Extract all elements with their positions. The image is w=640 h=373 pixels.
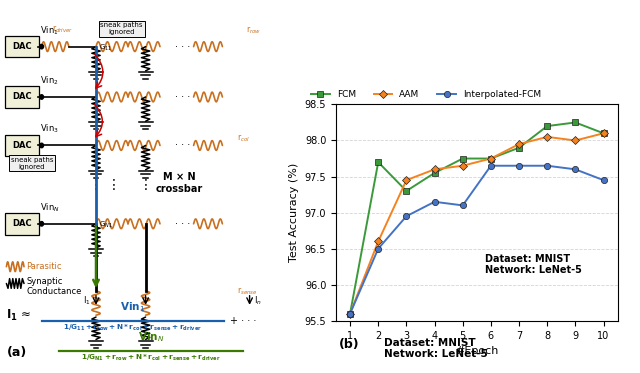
FCM: [543, 124, 551, 128]
Interpolated-FCM: [346, 311, 354, 316]
Interpolated-FCM: [374, 247, 382, 251]
Interpolated-FCM: [572, 167, 579, 172]
Interpolated-FCM: [459, 203, 467, 208]
FancyBboxPatch shape: [5, 135, 40, 156]
Text: Vin$_1$: Vin$_1$: [40, 24, 59, 37]
Text: $\mathbf{1/G_{11}+r_{row}+N*r_{col}+r_{sense}+r_{driver}}$: $\mathbf{1/G_{11}+r_{row}+N*r_{col}+r_{s…: [63, 323, 202, 333]
FCM: [572, 120, 579, 125]
Text: ⋮: ⋮: [89, 178, 103, 192]
Line: Interpolated-FCM: Interpolated-FCM: [347, 163, 607, 317]
Text: DAC: DAC: [13, 42, 32, 51]
FancyBboxPatch shape: [5, 86, 40, 108]
Circle shape: [40, 95, 44, 99]
FancyBboxPatch shape: [5, 213, 40, 235]
AAM: [543, 135, 551, 139]
Interpolated-FCM: [403, 214, 410, 219]
Text: G$_{N1}$: G$_{N1}$: [99, 220, 113, 230]
AAM: [374, 239, 382, 244]
Text: Vin$_N$: Vin$_N$: [40, 201, 60, 214]
AAM: [459, 163, 467, 168]
Text: r$_{row}$: r$_{row}$: [246, 25, 262, 36]
X-axis label: #Epoch: #Epoch: [455, 346, 499, 356]
Text: Vin$_1$: Vin$_1$: [120, 300, 145, 314]
Text: · · ·: · · ·: [175, 219, 190, 229]
FCM: [515, 145, 523, 150]
Text: Vin$_2$: Vin$_2$: [40, 74, 59, 87]
Circle shape: [40, 143, 44, 148]
Interpolated-FCM: [515, 163, 523, 168]
AAM: [600, 131, 607, 135]
Text: (a): (a): [6, 346, 27, 359]
FCM: [600, 131, 607, 135]
Interpolated-FCM: [431, 200, 438, 204]
AAM: [572, 138, 579, 143]
FCM: [374, 160, 382, 164]
Text: DAC: DAC: [13, 141, 32, 150]
Circle shape: [40, 44, 44, 49]
AAM: [346, 311, 354, 316]
Text: DAC: DAC: [13, 93, 32, 101]
Text: $\mathbf{I_1}$ ≈: $\mathbf{I_1}$ ≈: [6, 308, 31, 323]
Text: Vin$_3$: Vin$_3$: [40, 123, 59, 135]
Line: FCM: FCM: [347, 119, 607, 317]
Text: r$_{driver}$: r$_{driver}$: [52, 24, 73, 35]
Circle shape: [40, 222, 44, 226]
Interpolated-FCM: [600, 178, 607, 182]
Text: · · ·: · · ·: [175, 92, 190, 102]
Text: DAC: DAC: [13, 219, 32, 228]
FancyBboxPatch shape: [5, 36, 40, 57]
FCM: [487, 156, 495, 161]
AAM: [487, 156, 495, 161]
Text: Dataset: MNIST
Network: LeNet-5: Dataset: MNIST Network: LeNet-5: [384, 338, 488, 359]
Line: AAM: AAM: [347, 130, 607, 317]
Text: ⋮: ⋮: [107, 178, 120, 192]
Text: + · · ·: + · · ·: [230, 316, 257, 326]
Text: Synaptic
Conductance: Synaptic Conductance: [26, 277, 82, 296]
Text: Dataset: MNIST
Network: LeNet-5: Dataset: MNIST Network: LeNet-5: [485, 254, 582, 275]
Text: ⋮: ⋮: [139, 178, 152, 192]
Text: sneak paths
ignored: sneak paths ignored: [100, 22, 143, 35]
Text: Vin$_N$: Vin$_N$: [138, 330, 164, 344]
Interpolated-FCM: [487, 163, 495, 168]
FCM: [431, 171, 438, 175]
Text: M × N
crossbar: M × N crossbar: [156, 172, 203, 194]
AAM: [515, 142, 523, 146]
Text: sneak paths
ignored: sneak paths ignored: [11, 157, 53, 170]
Legend: FCM, AAM, Interpolated-FCM: FCM, AAM, Interpolated-FCM: [308, 86, 545, 102]
Text: r$_{sense}$: r$_{sense}$: [237, 285, 257, 297]
Text: I$_1$: I$_1$: [83, 294, 90, 307]
Text: · · ·: · · ·: [175, 141, 190, 150]
Text: $\mathbf{1/G_{N1}+r_{row}+N*r_{col}+r_{sense}+r_{driver}}$: $\mathbf{1/G_{N1}+r_{row}+N*r_{col}+r_{s…: [81, 352, 221, 363]
AAM: [431, 167, 438, 172]
Interpolated-FCM: [543, 163, 551, 168]
Text: I$_n$: I$_n$: [255, 294, 262, 307]
Text: · · ·: · · ·: [175, 42, 190, 51]
FCM: [403, 189, 410, 193]
Text: (b): (b): [339, 338, 360, 351]
Y-axis label: Test Accuracy (%): Test Accuracy (%): [289, 163, 299, 262]
Text: G$_{11}$: G$_{11}$: [99, 43, 112, 53]
Text: r$_{col}$: r$_{col}$: [237, 132, 250, 144]
Text: Parasitic: Parasitic: [26, 262, 61, 271]
FCM: [346, 311, 354, 316]
AAM: [403, 178, 410, 182]
FCM: [459, 156, 467, 161]
